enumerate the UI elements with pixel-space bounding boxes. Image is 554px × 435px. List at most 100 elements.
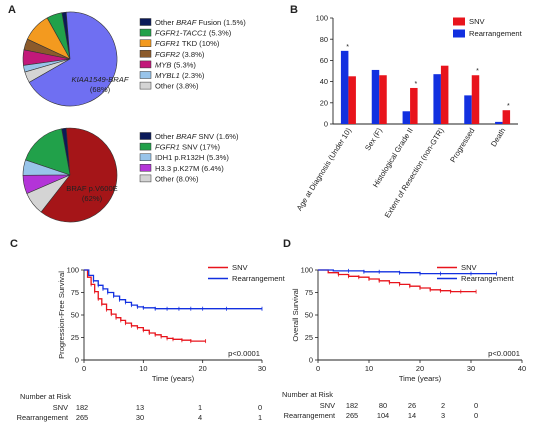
legend-label: SNV <box>461 263 478 272</box>
risk-value: 3 <box>441 411 445 420</box>
legend-label: FGFR1-TACC1 (5.3%) <box>155 29 232 38</box>
risk-value: 182 <box>346 401 358 410</box>
x-category-label: Death <box>489 126 507 148</box>
y-tick-label: 100 <box>67 266 79 275</box>
risk-value: 0 <box>474 401 478 410</box>
bar-rearrangement <box>371 69 380 124</box>
risk-row-label: Rearrangement <box>17 413 68 422</box>
bar-snv <box>410 87 418 124</box>
pie-legend-snvs: Other BRAF SNV (1.6%) FGFR1 SNV (17%)IDH1… <box>139 132 239 183</box>
y-tick-label: 80 <box>320 35 328 44</box>
legend-label: IDH1 p.R132H (5.3%) <box>155 153 229 162</box>
bar-rearrangement <box>495 121 503 124</box>
bar-snv <box>379 75 387 124</box>
panel-letter-a: A <box>8 4 16 16</box>
x-category-label: Sex (F) <box>363 126 384 152</box>
significance-mark: * <box>414 81 417 88</box>
legend-label: MYBL1 (2.3%) <box>155 71 205 80</box>
x-tick-label: 20 <box>416 364 424 373</box>
risk-row-label: SNV <box>53 403 68 412</box>
x-category-label: Progressed <box>448 126 476 164</box>
pie-slice <box>28 11 118 107</box>
pie-main-percent: (62%) <box>82 194 103 203</box>
legend-swatch <box>139 60 152 69</box>
risk-row-label: SNV <box>320 401 335 410</box>
survival-curve-snv <box>84 269 206 342</box>
x-category-label: Extent of Resection (non-GTR) <box>383 126 446 220</box>
x-tick-label: 0 <box>316 364 320 373</box>
risk-value: 80 <box>379 401 387 410</box>
legend-label: H3.3 p.K27M (6.4%) <box>155 164 224 173</box>
legend-swatch <box>139 50 152 58</box>
x-tick-label: 0 <box>82 364 86 373</box>
x-tick-label: 30 <box>467 364 475 373</box>
risk-value: 1 <box>198 403 202 412</box>
panel-letter-c: C <box>10 238 18 250</box>
risk-table-title: Number at Risk <box>282 390 333 399</box>
legend-label: Rearrangement <box>232 274 286 283</box>
significance-mark: * <box>476 68 479 75</box>
legend-swatch <box>139 28 152 37</box>
y-axis-label: Progression-Free Survival <box>57 271 66 359</box>
bar-rearrangement <box>433 74 441 124</box>
legend-label: FGFR1 SNV (17%) <box>155 143 220 152</box>
legend-label: Other BRAF SNV (1.6%) <box>155 132 239 141</box>
risk-value: 1 <box>258 413 262 422</box>
legend-swatch <box>139 132 152 140</box>
y-tick-label: 75 <box>305 288 313 297</box>
y-tick-label: 100 <box>301 266 313 275</box>
risk-value: 265 <box>76 413 88 422</box>
bar-snv <box>502 110 511 124</box>
legend-label: MYB (5.3%) <box>155 60 196 69</box>
legend-label: Other (3.8%) <box>155 82 199 91</box>
legend-label: Other (8.0%) <box>155 174 199 183</box>
legend-label: Rearrangement <box>461 274 515 283</box>
y-tick-label: 0 <box>324 120 328 129</box>
legend-swatch <box>453 17 465 26</box>
risk-value: 13 <box>136 403 144 412</box>
legend-swatch <box>139 18 152 26</box>
p-value: p<0.0001 <box>228 349 260 358</box>
bar-rearrangement <box>402 111 411 124</box>
y-tick-label: 60 <box>320 56 328 65</box>
legend-swatch <box>139 153 152 161</box>
y-tick-label: 25 <box>305 333 313 342</box>
legend-swatch <box>139 71 152 79</box>
pie-main-label: BRAF p.V600E <box>66 184 118 193</box>
panel-letter-b: B <box>290 4 298 16</box>
legend-label: FGFR1 TKD (10%) <box>155 39 220 48</box>
y-tick-label: 20 <box>320 98 328 107</box>
y-tick-label: 75 <box>71 288 79 297</box>
bar-rearrangement <box>464 95 472 124</box>
legend-swatch <box>139 164 152 172</box>
legend-swatch <box>453 29 465 38</box>
y-tick-label: 0 <box>75 356 79 365</box>
pie-chart-snvs: BRAF p.V600E(62%) <box>22 127 118 223</box>
bar-snv <box>348 76 356 124</box>
y-tick-label: 0 <box>309 356 313 365</box>
risk-value: 265 <box>346 411 358 420</box>
risk-value: 2 <box>441 401 445 410</box>
risk-row-label: Rearrangement <box>284 411 335 420</box>
legend-label: FGFR2 (3.8%) <box>155 50 205 59</box>
pie-main-percent: (68%) <box>90 85 111 94</box>
y-tick-label: 100 <box>316 14 328 23</box>
y-tick-label: 40 <box>320 77 328 86</box>
legend-label: SNV <box>469 17 486 26</box>
pie-slice <box>40 127 118 223</box>
y-tick-label: 50 <box>305 311 313 320</box>
x-tick-label: 30 <box>258 364 266 373</box>
legend-swatch <box>139 174 152 183</box>
panel-letter-d: D <box>283 238 291 250</box>
risk-value: 0 <box>474 411 478 420</box>
y-tick-label: 50 <box>71 311 79 320</box>
x-tick-label: 10 <box>365 364 373 373</box>
risk-value: 30 <box>136 413 144 422</box>
risk-value: 14 <box>408 411 416 420</box>
risk-value: 4 <box>198 413 202 422</box>
x-tick-label: 10 <box>139 364 147 373</box>
legend-label: Other BRAF Fusion (1.5%) <box>155 18 246 27</box>
